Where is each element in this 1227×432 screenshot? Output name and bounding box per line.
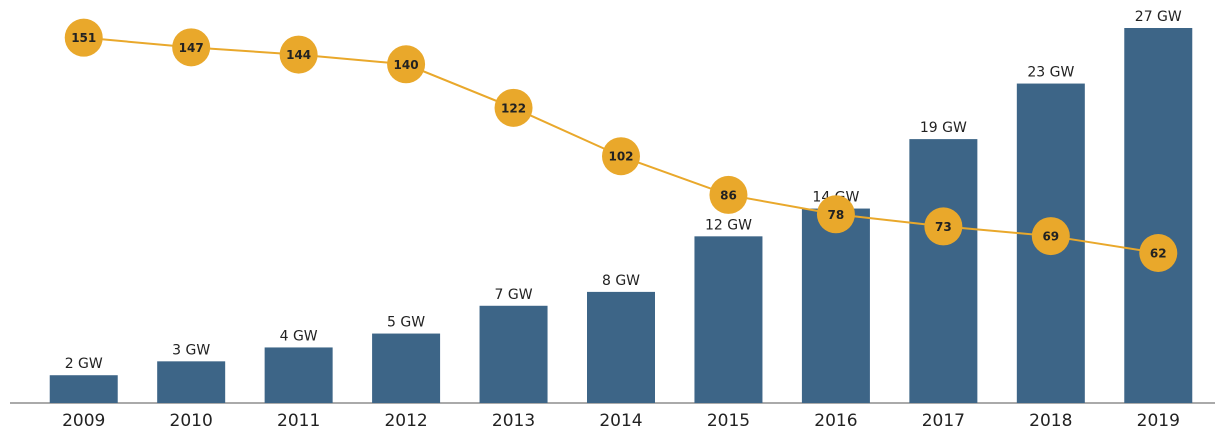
x-tick-label: 2014 (599, 411, 642, 431)
x-tick-label: 2017 (922, 411, 965, 431)
bar-value-label: 7 GW (495, 287, 533, 303)
x-tick-label: 2009 (62, 411, 105, 431)
x-tick-label: 2016 (814, 411, 857, 431)
point (387, 45, 426, 84)
point (64, 18, 103, 57)
x-tick-label: 2010 (170, 411, 213, 431)
point (494, 88, 533, 127)
point-label: 86 (720, 188, 737, 202)
bar-value-label: 5 GW (387, 315, 425, 331)
point (1139, 234, 1178, 272)
point-label: 140 (394, 58, 419, 72)
point-label: 73 (935, 220, 952, 234)
bar (157, 361, 226, 403)
x-tick-label: 2019 (1137, 411, 1180, 431)
bar (909, 139, 978, 403)
bar-value-label: 23 GW (1027, 65, 1074, 81)
x-tick-label: 2013 (492, 411, 535, 431)
point (1031, 217, 1070, 256)
point (279, 35, 318, 74)
point-label: 69 (1042, 230, 1059, 244)
point-label: 151 (71, 31, 96, 45)
point (172, 28, 211, 67)
bar-value-label: 27 GW (1135, 9, 1182, 25)
x-tick-label: 2011 (277, 411, 320, 431)
point-label: 144 (286, 48, 311, 62)
bar (801, 208, 870, 403)
bar-value-label: 3 GW (172, 342, 210, 358)
x-tick-label: 2018 (1029, 411, 1072, 431)
point-label: 122 (501, 101, 526, 115)
bar (49, 375, 118, 403)
point (602, 137, 640, 176)
point-label: 62 (1150, 247, 1167, 261)
bar (587, 291, 655, 403)
bar-value-label: 8 GW (602, 273, 640, 289)
point-label: 78 (828, 208, 845, 222)
bar (479, 305, 548, 403)
bar-value-label: 19 GW (920, 120, 967, 136)
point-label: 102 (608, 150, 633, 164)
point (816, 195, 855, 234)
point (924, 207, 963, 246)
bar (372, 333, 441, 403)
x-tick-label: 2012 (384, 411, 427, 431)
bar-value-label: 12 GW (705, 217, 752, 233)
bar-value-label: 4 GW (280, 328, 318, 344)
bar (1124, 28, 1193, 403)
bar-value-label: 2 GW (65, 356, 103, 372)
x-tick-label: 2015 (707, 411, 750, 431)
point (709, 175, 748, 214)
bar (694, 236, 763, 403)
bar (264, 347, 333, 403)
point-label: 147 (179, 41, 204, 55)
